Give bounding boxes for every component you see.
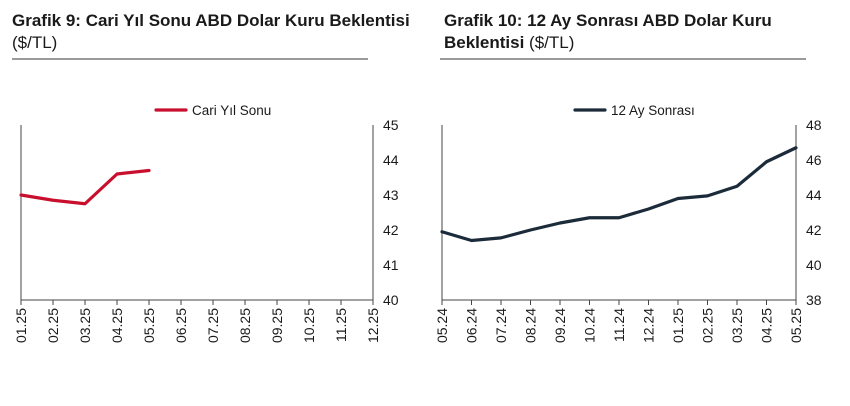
x-tick-label: 10.24 [582,308,598,343]
legend-label: Cari Yıl Sonu [192,103,271,118]
y-tick-label: 48 [806,117,822,133]
y-tick-label: 44 [383,152,399,168]
x-tick-label: 01.25 [670,308,686,343]
x-tick-label: 01.25 [13,308,29,343]
x-tick-label: 11.24 [611,308,627,342]
series-line [19,168,151,206]
chart-title-right-unit: ($/TL) [529,33,575,52]
x-tick-label: 06.25 [173,308,189,343]
x-tick-label: 03.25 [729,308,745,343]
title-divider-left [12,58,368,60]
chart-title-left-main: Grafik 9: Cari Yıl Sonu ABD Dolar Kuru B… [12,11,410,30]
y-tick-label: 46 [806,152,822,168]
y-tick-label: 44 [806,187,822,203]
line-chart-right: 05.24 06.24 07.24 08.24 09.24 10.24 11.24 12.24… [434,103,822,343]
x-tick-label: 05.25 [141,308,157,343]
x-tick-label: 02.25 [45,308,61,343]
y-tick-label: 45 [383,117,399,133]
chart-title-right-main: Grafik 10: 12 Ay Sonrası ABD Dolar Kuru … [444,11,772,52]
x-tick-label: 07.25 [205,308,221,343]
series-line [440,146,798,243]
y-tick-label: 41 [383,257,399,273]
y-tick-label: 40 [383,292,399,308]
x-tick-label: 03.25 [77,308,93,343]
chart-panel-left: Grafik 9: Cari Yıl Sonu ABD Dolar Kuru B… [0,0,420,343]
x-tick-label: 04.25 [759,308,775,343]
y-tick-label: 40 [806,257,822,273]
x-tick-label: 08.24 [523,308,539,343]
y-tick-label: 42 [383,222,399,238]
x-tick-label: 02.25 [700,308,716,343]
x-tick-label: 07.24 [493,308,509,343]
x-tick-label: 10.25 [301,308,317,343]
y-tick-label: 38 [806,292,822,308]
x-tick-label: 12.25 [365,308,381,343]
x-tick-label: 09.24 [552,308,568,343]
x-tick-label: 08.25 [237,308,253,343]
y-tick-label: 43 [383,187,399,203]
chart-title-left-unit: ($/TL) [12,33,58,52]
title-divider-right [440,58,806,60]
x-tick-label: 12.24 [641,308,657,343]
chart-panel-right: Grafik 10: 12 Ay Sonrası ABD Dolar Kuru … [432,0,850,343]
x-tick-label: 06.24 [464,308,480,343]
legend-label: 12 Ay Sonrası [611,103,695,118]
x-tick-label: 05.25 [788,308,804,343]
x-tick-label: 09.25 [269,308,285,343]
x-tick-label: 05.24 [434,308,450,343]
x-tick-label: 11.25 [333,308,349,342]
line-chart-left: 01.25 02.25 03.25 04.25 05.25 06.25 07.25 08.25… [13,103,399,343]
chart-title-left: Grafik 9: Cari Yıl Sonu ABD Dolar Kuru B… [12,10,420,54]
chart-title-right: Grafik 10: 12 Ay Sonrası ABD Dolar Kuru … [444,10,850,54]
y-tick-label: 42 [806,222,822,238]
x-tick-label: 04.25 [109,308,125,343]
